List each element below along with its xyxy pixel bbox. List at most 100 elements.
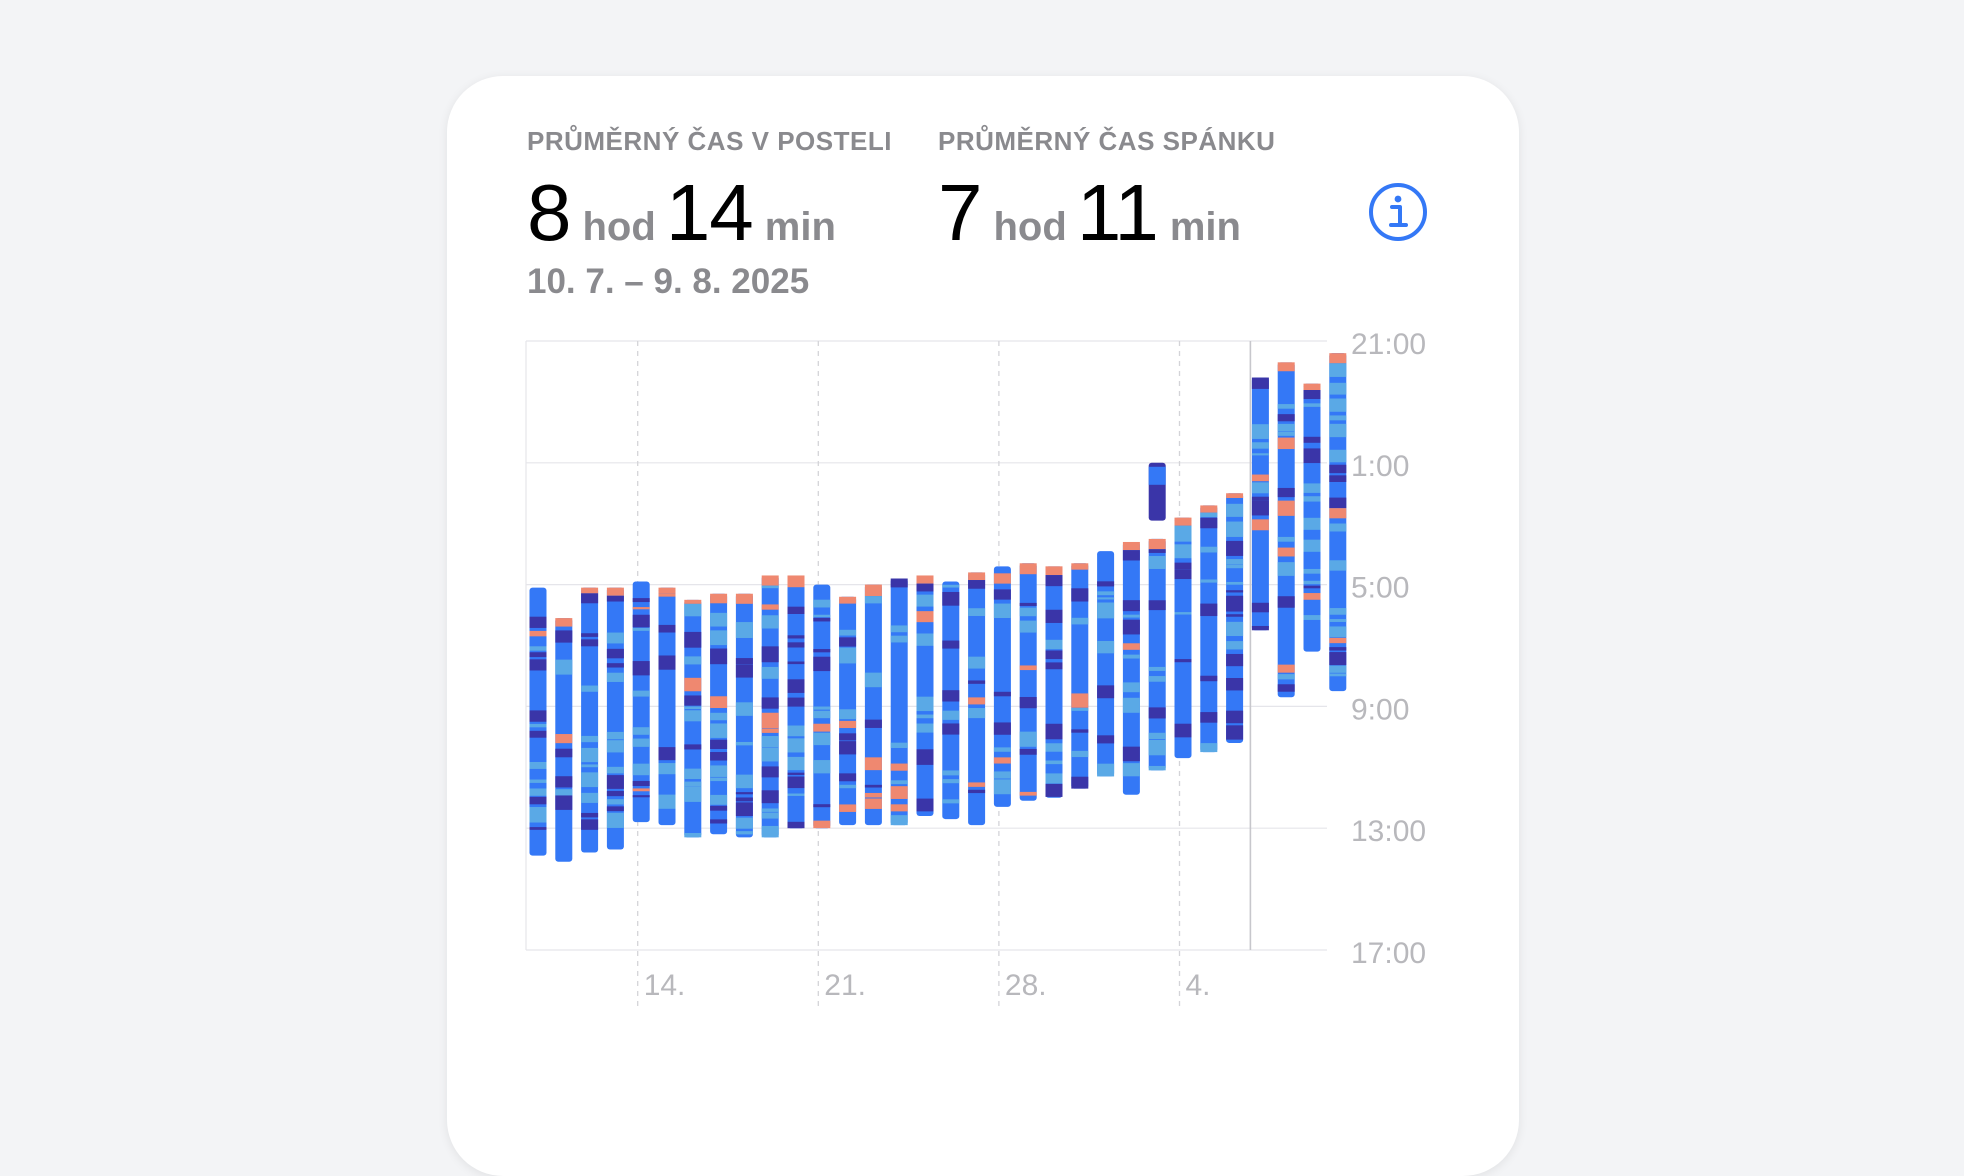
sleep-segment [529,659,547,671]
sleep-bar [632,581,650,823]
sleep-segment [761,766,779,778]
sleep-segment [787,642,805,648]
sleep-segment [1200,546,1218,553]
sleep-segment [632,607,650,610]
sleep-segment [1329,497,1347,509]
sleep-segment [968,789,986,794]
asleep-value: 7 hod 11 min [938,167,1275,259]
sleep-segment-awake [1071,563,1089,570]
x-tick-label: 4. [1186,969,1211,1002]
sleep-segment [890,786,908,799]
sleep-bar [1019,563,1037,801]
sleep-segment [1226,641,1244,650]
sleep-segment [942,723,960,735]
sleep-segment [916,594,934,607]
sleep-segment-awake [684,599,702,604]
sleep-segment [1019,665,1037,671]
sleep-segment [529,730,547,738]
sleep-segment [761,825,779,838]
sleep-segment [1226,595,1244,612]
sleep-segment [942,591,960,606]
sleep-segment [1045,575,1063,587]
sleep-segment [710,752,728,761]
sleep-segment [710,777,728,782]
sleep-segment-awake [1303,383,1321,391]
sleep-segment [1122,697,1140,713]
sleep-segment [813,617,831,622]
sleep-segment [787,697,805,707]
sleep-segment [1174,569,1192,580]
sleep-segment [684,832,702,838]
sleep-segment [916,749,934,765]
sleep-segment [787,738,805,753]
sleep-segment [813,760,831,774]
sleep-segment-awake [1226,493,1244,498]
sleep-segment [710,819,728,824]
sleep-segment [581,747,599,763]
sleep-segment [1071,617,1089,625]
asleep-hours: 7 [938,168,982,257]
in-bed-value: 8 hod 14 min [527,167,892,259]
sleep-segment [684,768,702,780]
sleep-segment [1303,580,1321,585]
date-range: 10. 7. – 9. 8. 2025 [527,262,810,301]
sleep-segment [529,630,547,637]
sleep-segment [864,757,882,771]
sleep-segment [555,776,573,788]
sleep-segment [1200,743,1218,753]
sleep-segment [710,739,728,749]
sleep-segment [839,784,857,789]
sleep-segment [813,599,831,608]
sleep-segment [632,661,650,676]
sleep-segment [1019,748,1037,755]
sleep-segment [1329,398,1347,412]
sleep-segment [1329,449,1347,463]
in-bed-minutes-unit: min [764,205,836,249]
sleep-segment [942,770,960,776]
sleep-segment [1329,475,1347,483]
sleep-segment [968,580,986,589]
sleep-segment [787,776,805,789]
sleep-segment [761,604,779,610]
sleep-segment [735,741,753,746]
sleep-segment [1148,732,1166,740]
sleep-segment [1200,603,1218,617]
sleep-segment [1122,682,1140,693]
sleep-segment [581,772,599,788]
info-button[interactable] [1368,182,1428,242]
sleep-segment [1045,639,1063,650]
sleep-segment [1303,496,1321,502]
sleep-segment [890,742,908,748]
sleep-segment [993,589,1011,600]
sleep-segment [1329,363,1347,377]
sleep-segment [581,764,599,768]
sleep-segment-awake [839,596,857,604]
sleep-segment [993,603,1011,619]
y-tick-label: 17:00 [1351,937,1426,970]
sleep-segment [658,655,676,670]
sleep-segment [1148,556,1166,569]
sleep-segment [1019,791,1037,796]
sleep-segment [1045,650,1063,660]
sleep-segment-awake [761,575,779,586]
sleep-segment [1329,647,1347,651]
x-tick-label: 14. [644,969,686,1002]
sleep-segment [555,659,573,675]
sleep-segment [787,661,805,665]
y-tick-label: 13:00 [1351,815,1426,848]
sleep-bar [993,566,1011,807]
sleep-segment [1226,521,1244,537]
sleep-segment [1122,600,1140,612]
sleep-segment [1200,675,1218,682]
asleep-minutes: 11 [1076,168,1159,257]
sleep-segment [735,702,753,716]
sleep-segment [1174,612,1192,615]
sleep-segment [710,696,728,709]
in-bed-hours-unit: hod [582,205,656,249]
sleep-segment [1071,776,1089,789]
sleep-segment [1303,585,1321,589]
sleep-segment [993,691,1011,697]
sleep-segment [658,624,676,633]
y-tick-label: 9:00 [1351,693,1409,726]
sleep-segment [813,732,831,746]
